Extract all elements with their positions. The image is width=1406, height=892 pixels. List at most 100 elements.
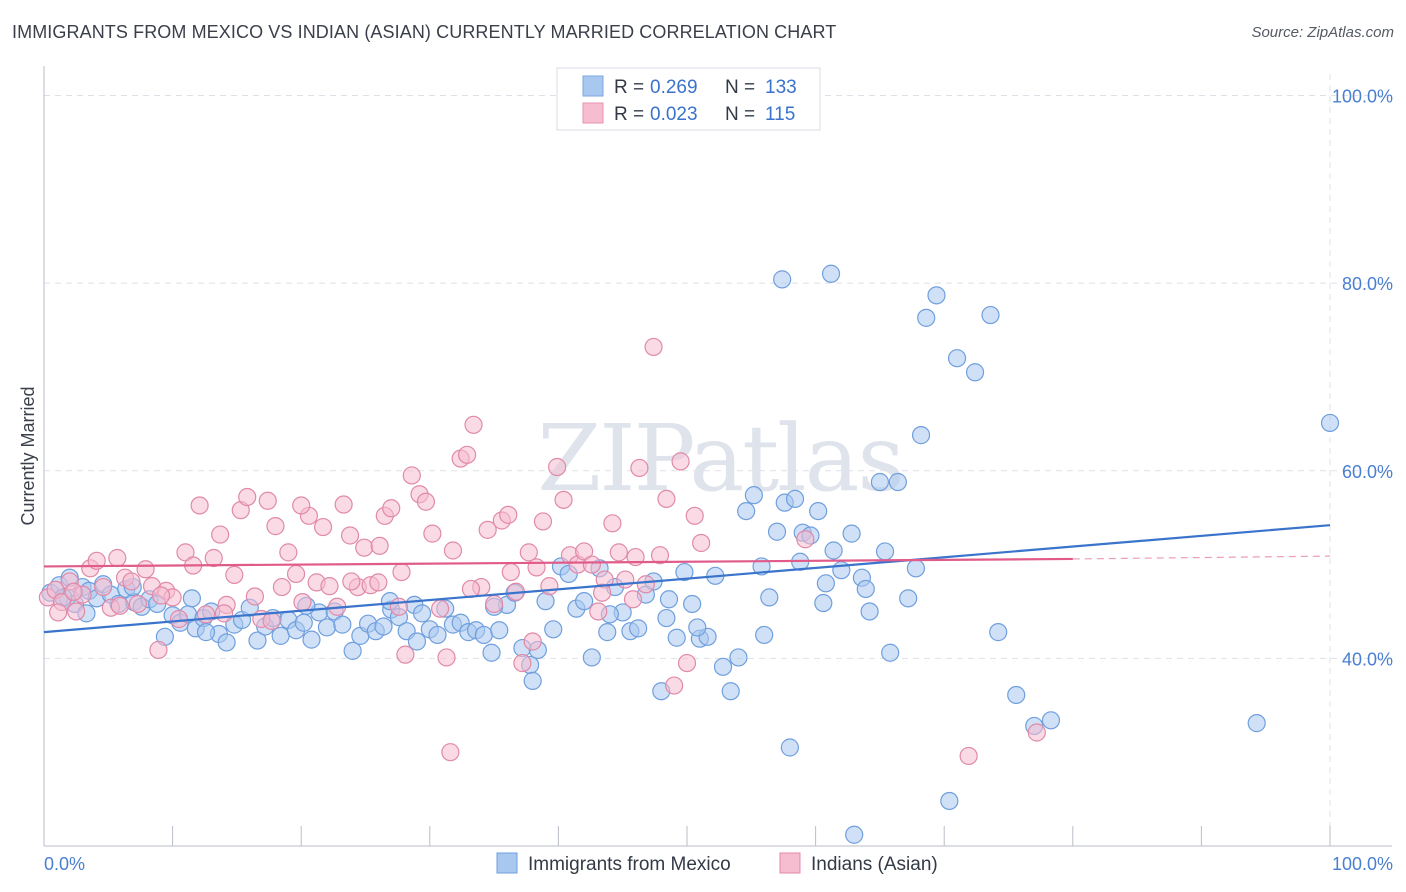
data-point [490,621,509,640]
legend-swatch [582,102,604,124]
data-point [665,676,684,695]
data-point [407,632,427,651]
trend-line-extension [1072,555,1331,560]
legend-n-value: 115 [765,104,795,125]
data-point [677,653,697,673]
data-point [917,308,936,327]
data-point [629,619,648,638]
data-point [382,499,401,518]
data-point [603,514,622,533]
series-indians-points [38,337,1046,766]
data-point [533,512,553,531]
data-point [262,611,281,630]
data-point [169,609,189,629]
y-tick-label: 80.0% [1342,274,1393,294]
data-point [609,543,628,562]
series-legend-swatch [779,852,801,874]
data-point [333,615,352,634]
series-legend-swatch [496,852,518,874]
data-point [644,337,663,357]
data-point [1027,723,1046,742]
data-point [423,524,442,543]
data-point [286,564,306,584]
data-point [108,548,127,568]
data-point [767,522,787,541]
data-point [940,791,959,811]
data-point [402,466,421,485]
watermark: ZIPatlas [537,405,902,512]
data-point [582,648,601,667]
data-point [540,577,559,596]
legend-swatch [582,75,604,97]
data-point [729,648,748,667]
data-point [196,605,216,624]
data-point [64,582,83,601]
data-point [478,520,497,539]
data-point [443,541,463,560]
data-point [814,593,833,613]
data-point [292,496,311,515]
data-point [340,526,360,545]
data-point [441,743,460,762]
gridlines [44,74,1392,846]
data-point [575,592,594,611]
data-point [870,472,890,492]
legend-r-label: R = [614,77,644,98]
chart-title: IMMIGRANTS FROM MEXICO VS INDIAN (ASIAN)… [12,22,837,42]
data-point [713,657,733,676]
data-point [190,496,209,515]
chart-source: Source: ZipAtlas.com [1251,24,1394,41]
data-point [630,458,649,478]
data-point [927,286,946,305]
data-point [548,457,567,477]
data-point [136,560,155,579]
data-point [258,491,277,510]
data-point [374,617,393,636]
data-point [593,583,612,602]
data-point [636,575,655,594]
data-point [821,264,841,283]
legend-n-value: 133 [765,77,797,98]
data-point [1041,711,1061,730]
data-point [245,587,265,606]
y-axis-title: Currently Married [18,386,38,525]
data-point [589,602,608,621]
data-point [744,486,763,505]
data-point [692,533,711,553]
data-point [816,574,835,593]
data-point [881,643,900,662]
trend-line-mexico [43,524,1331,634]
data-point [412,604,432,623]
data-point [965,363,985,382]
data-point [598,623,617,642]
data-point [49,603,68,622]
data-point [342,572,361,591]
trend-lines [43,524,1331,634]
data-point [875,542,895,561]
series-legend-label: Immigrants from Mexico [528,854,731,875]
data-point [657,489,676,509]
data-point [824,541,843,560]
data-point [650,546,670,565]
data-point [616,570,635,589]
data-point [214,604,234,623]
data-point [536,592,555,611]
data-point [182,589,201,608]
data-point [1320,413,1340,433]
data-point [796,530,815,549]
data-point [760,588,779,607]
data-point [320,577,339,596]
data-point [989,623,1008,642]
data-point [302,630,321,649]
data-point [225,565,244,584]
data-point [428,625,447,645]
data-point [461,579,481,599]
legend-n-label: N = [725,77,755,98]
data-point [369,573,388,592]
data-point [906,559,926,578]
data-point [464,415,483,434]
y-tick-label: 100.0% [1332,87,1393,107]
data-point [523,671,542,690]
data-point [981,305,1000,325]
